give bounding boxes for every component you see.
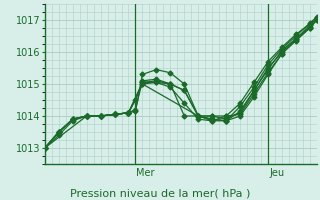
Text: Jeu: Jeu bbox=[269, 168, 284, 178]
Text: Mer: Mer bbox=[136, 168, 155, 178]
Text: Pression niveau de la mer( hPa ): Pression niveau de la mer( hPa ) bbox=[70, 188, 250, 198]
